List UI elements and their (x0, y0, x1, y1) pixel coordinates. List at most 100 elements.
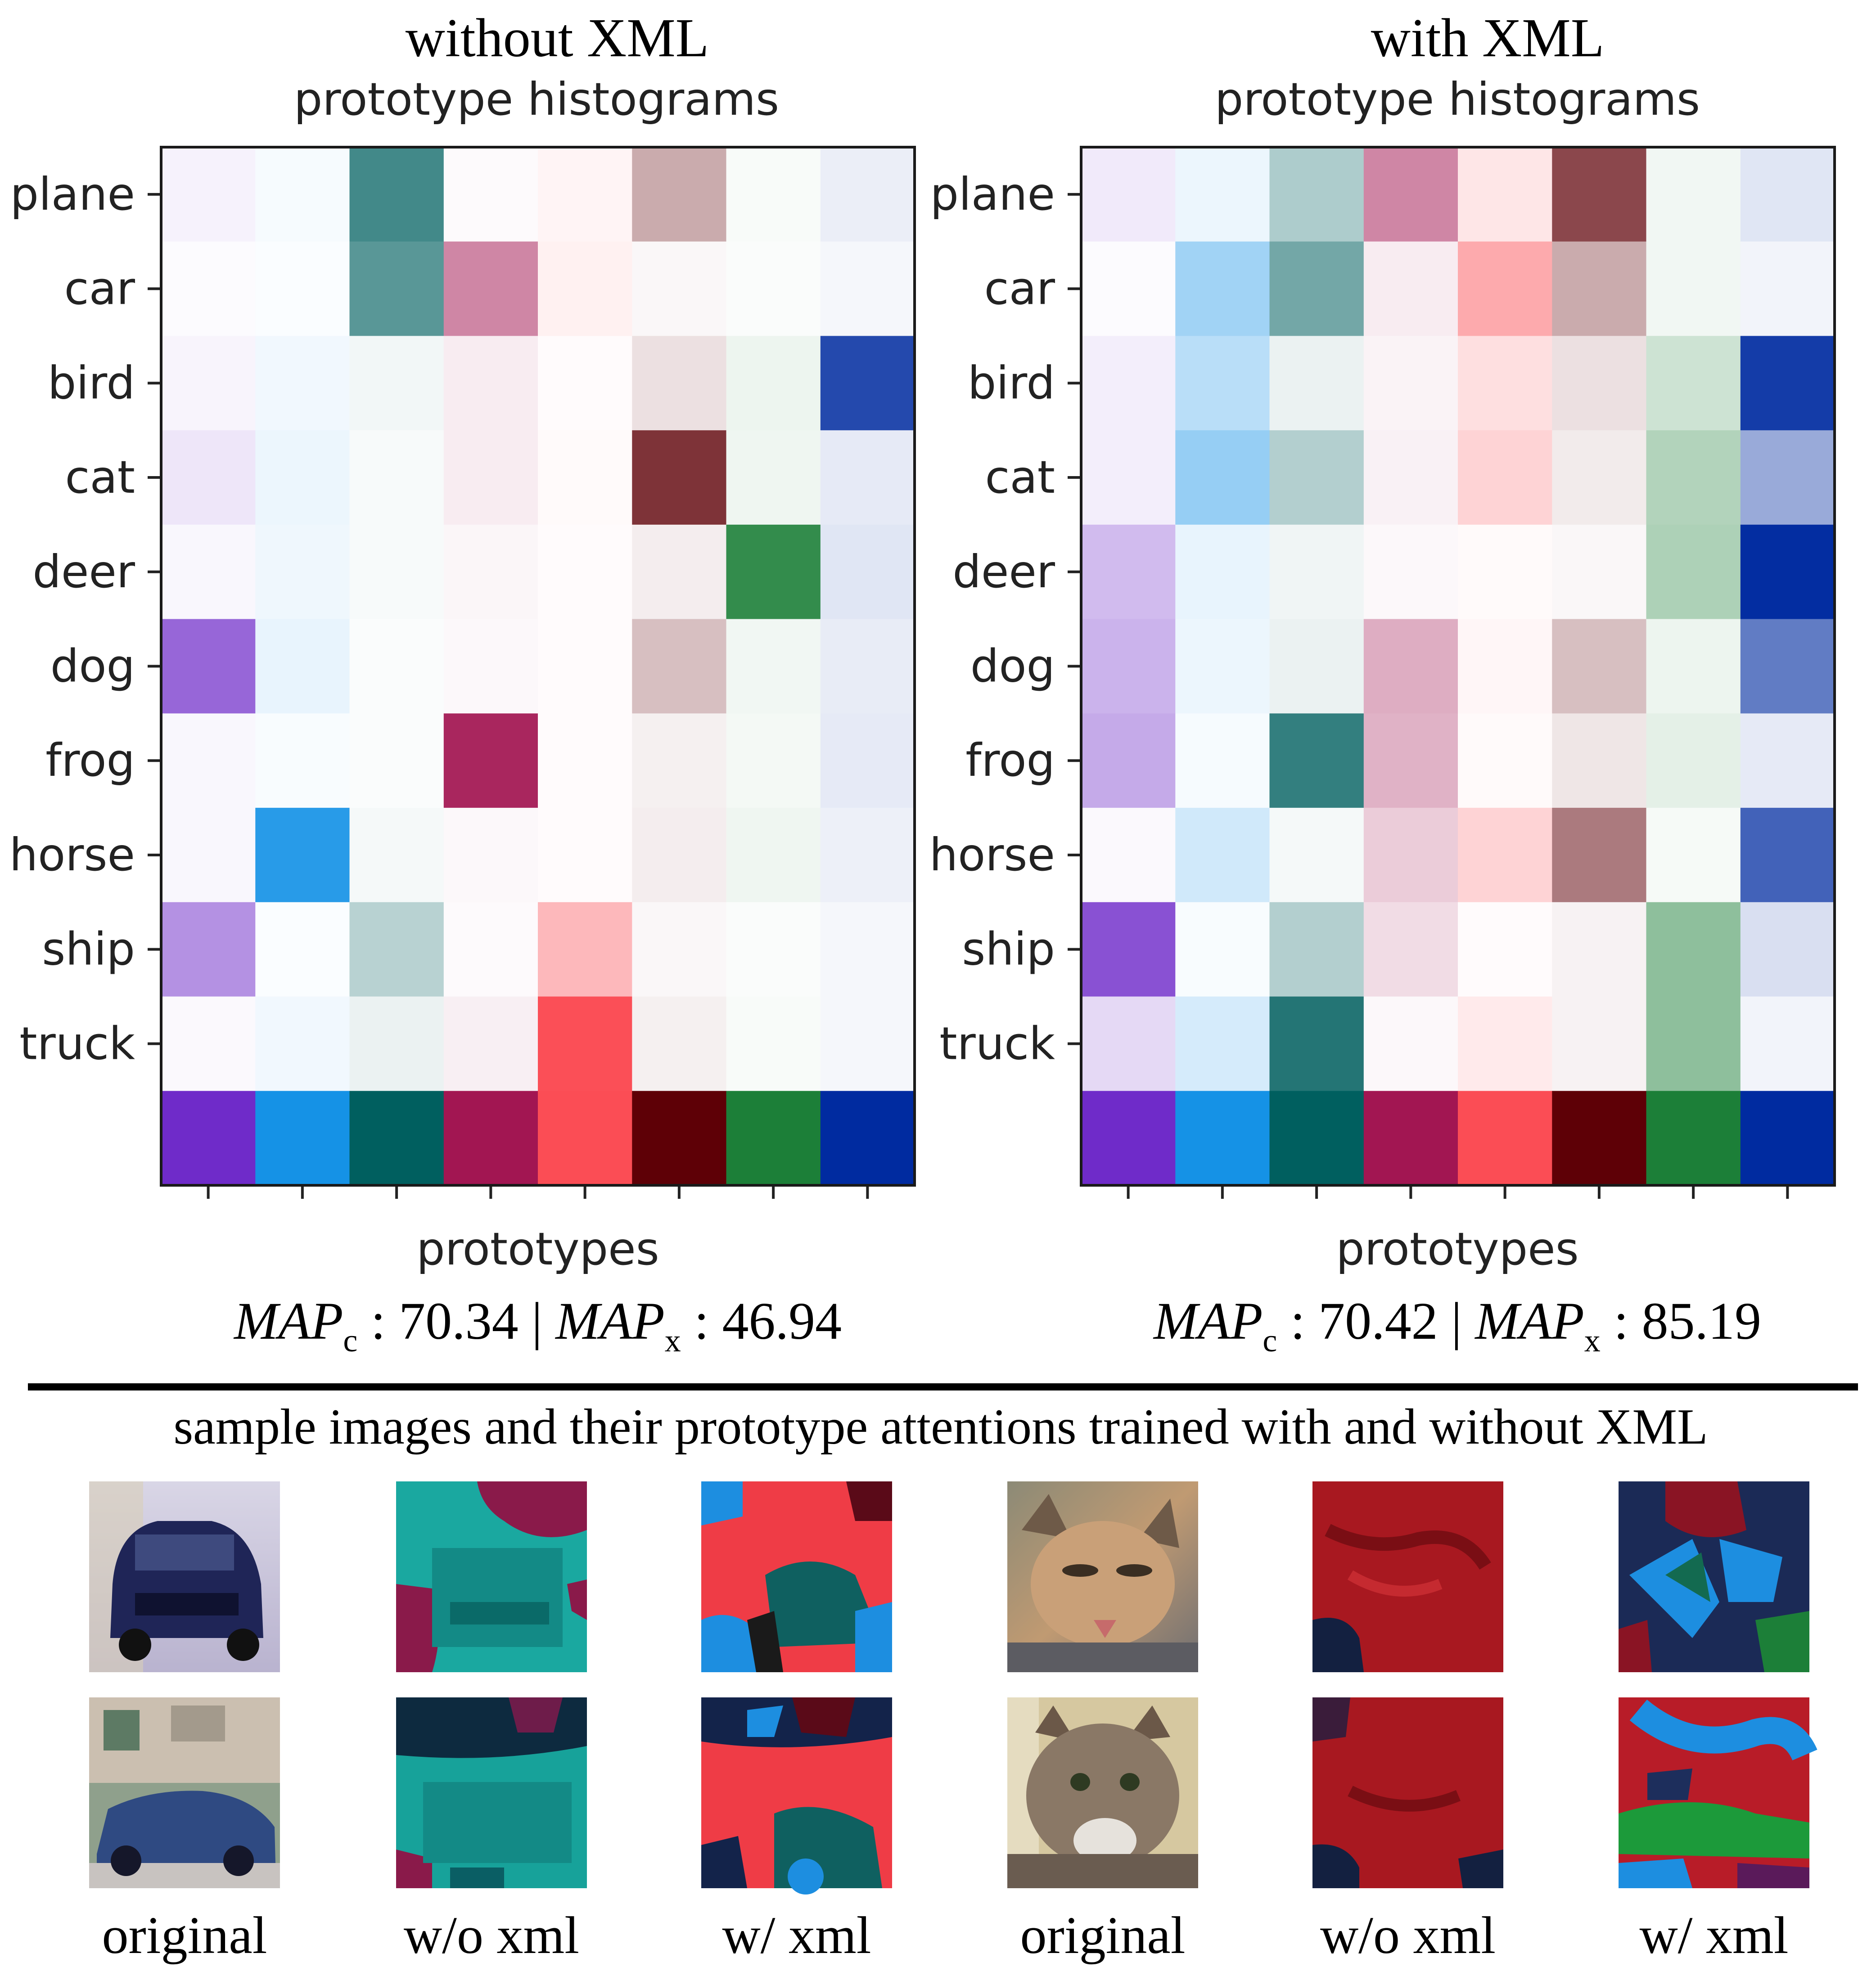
prototype-color-swatch-p6 (1552, 1091, 1647, 1186)
row-labels: plane car bird cat deer dog frog horse ship truck (9, 168, 161, 1070)
sample-labels: original w/o xml w/ xml original w/o xml… (102, 1906, 1788, 1965)
prototype-color-swatch-p4 (1363, 1091, 1458, 1186)
heatmap-cell-plane-p4 (443, 147, 538, 242)
heatmap-cell-frog-p5 (538, 713, 632, 808)
heatmap-cell-bird-p6 (1552, 336, 1647, 431)
heatmap-cell-frog-p5 (1458, 713, 1552, 808)
heatmap-cell-truck-p1 (1081, 996, 1176, 1091)
sample-attention-cat-wo-xml-2 (1312, 1697, 1503, 1888)
heatmap-cell-car-p5 (538, 241, 632, 336)
chart-title: without XML (406, 8, 709, 68)
heatmap-cell-cat-p7 (726, 430, 821, 525)
heatmap-cell-horse-p4 (1363, 808, 1458, 903)
heatmap-cell-cat-p3 (349, 430, 444, 525)
heatmap-cell-horse-p1 (1081, 808, 1176, 903)
heatmap-cell-bird-p1 (161, 336, 256, 431)
prototype-color-swatch-p2 (255, 1091, 350, 1186)
prototype-color-swatch-p6 (632, 1091, 727, 1186)
row-label-frog: frog (45, 734, 135, 787)
heatmap-cell-frog-p3 (349, 713, 444, 808)
heatmap-cell-car-p6 (1552, 241, 1647, 336)
heatmap-cell-plane-p5 (1458, 147, 1552, 242)
heatmap-cell-dog-p6 (1552, 619, 1647, 714)
sample-attention-car-wo-xml-1 (396, 1481, 587, 1672)
heatmap-cell-truck-p2 (1175, 996, 1270, 1091)
heatmap-cell-dog-p4 (1363, 619, 1458, 714)
heatmap-cell-frog-p8 (820, 713, 915, 808)
heatmap-cell-bird-p7 (1646, 336, 1741, 431)
heatmap-cell-truck-p6 (632, 996, 727, 1091)
row-label-plane: plane (10, 168, 135, 220)
row-label-truck: truck (939, 1017, 1055, 1070)
heatmap-cell-plane-p7 (1646, 147, 1741, 242)
prototype-color-swatch-p8 (1740, 1091, 1835, 1186)
heatmap-cell-deer-p4 (443, 524, 538, 620)
heatmap-cell-horse-p3 (1269, 808, 1364, 903)
heatmap-cell-car-p7 (1646, 241, 1741, 336)
heatmap-cell-deer-p8 (1740, 524, 1835, 620)
heatmap-cell-plane-p4 (1363, 147, 1458, 242)
heatmap-cell-bird-p3 (1269, 336, 1364, 431)
row-label-ship: ship (962, 923, 1055, 976)
heatmap-cell-car-p3 (349, 241, 444, 336)
heatmap-cell-cat-p3 (1269, 430, 1364, 525)
heatmap-cell-car-p2 (1175, 241, 1270, 336)
heatmap-cell-frog-p8 (1740, 713, 1835, 808)
heatmap-frame (160, 146, 916, 1187)
map-c-value: 70.42 (1318, 1292, 1438, 1350)
heatmap-cell-bird-p5 (1458, 336, 1552, 431)
sample-attention-cat-wo-xml-1 (1312, 1481, 1503, 1672)
heatmap-cell-frog-p4 (1363, 713, 1458, 808)
sample-label: w/ xml (1639, 1906, 1788, 1965)
heatmap-cell-plane-p8 (1740, 147, 1835, 242)
prototype-color-swatch-p4 (443, 1091, 538, 1186)
heatmap-cell-horse-p4 (443, 808, 538, 903)
heatmap-cell-plane-p3 (349, 147, 444, 242)
heatmap-cell-frog-p7 (726, 713, 821, 808)
prototype-color-swatch-p1 (1081, 1091, 1176, 1186)
row-label-truck: truck (19, 1017, 135, 1070)
heatmap-cell-cat-p8 (1740, 430, 1835, 525)
heatmap-cell-frog-p2 (255, 713, 350, 808)
heatmap-cell-bird-p4 (1363, 336, 1458, 431)
heatmap-cell-frog-p1 (1081, 713, 1176, 808)
row-label-plane: plane (930, 168, 1055, 220)
chart-title: with XML (1371, 8, 1605, 68)
heatmap-cell-dog-p5 (1458, 619, 1552, 714)
heatmap-cell-bird-p7 (726, 336, 821, 431)
heatmap-cell-ship-p3 (1269, 902, 1364, 997)
heatmap-cell-plane-p6 (632, 147, 727, 242)
map-x-value: 46.94 (722, 1292, 842, 1350)
heatmap-cell-dog-p8 (820, 619, 915, 714)
sample-attention-cat-w-xml-2 (1619, 1697, 1817, 1888)
heatmap-cell-horse-p3 (349, 808, 444, 903)
heatmap-cell-horse-p6 (1552, 808, 1647, 903)
heatmap-cell-deer-p7 (1646, 524, 1741, 620)
heatmap-panel-without-xml: without XML prototype histograms plane ca… (9, 8, 916, 1359)
heatmap-cell-plane-p5 (538, 147, 632, 242)
heatmap-cell-ship-p8 (820, 902, 915, 997)
heatmap-cell-bird-p2 (1175, 336, 1270, 431)
heatmap-panel-with-xml: with XML prototype histograms plane car bi… (929, 8, 1836, 1359)
heatmap-cell-truck-p4 (1363, 996, 1458, 1091)
heatmap-cell-cat-p2 (1175, 430, 1270, 525)
heatmap-cell-deer-p7 (726, 524, 821, 620)
sample-image-grid (89, 1481, 1817, 1894)
heatmap-cell-dog-p2 (1175, 619, 1270, 714)
heatmap-cell-truck-p5 (1458, 996, 1552, 1091)
map-x-value: 85.19 (1642, 1292, 1762, 1350)
heatmap-cell-ship-p6 (632, 902, 727, 997)
heatmap-cell-dog-p1 (1081, 619, 1176, 714)
heatmap-cell-car-p1 (1081, 241, 1176, 336)
heatmap-cell-plane-p8 (820, 147, 915, 242)
heatmap-cell-horse-p2 (1175, 808, 1270, 903)
heatmap-cell-bird-p1 (1081, 336, 1176, 431)
chart-subtitle: prototype histograms (294, 73, 779, 126)
heatmap-cell-dog-p2 (255, 619, 350, 714)
heatmap-cell-car-p8 (820, 241, 915, 336)
heatmap-cell-ship-p3 (349, 902, 444, 997)
heatmap-cell-ship-p4 (1363, 902, 1458, 997)
sample-image-cat-original-1 (1007, 1481, 1198, 1672)
row-label-car: car (64, 262, 135, 315)
